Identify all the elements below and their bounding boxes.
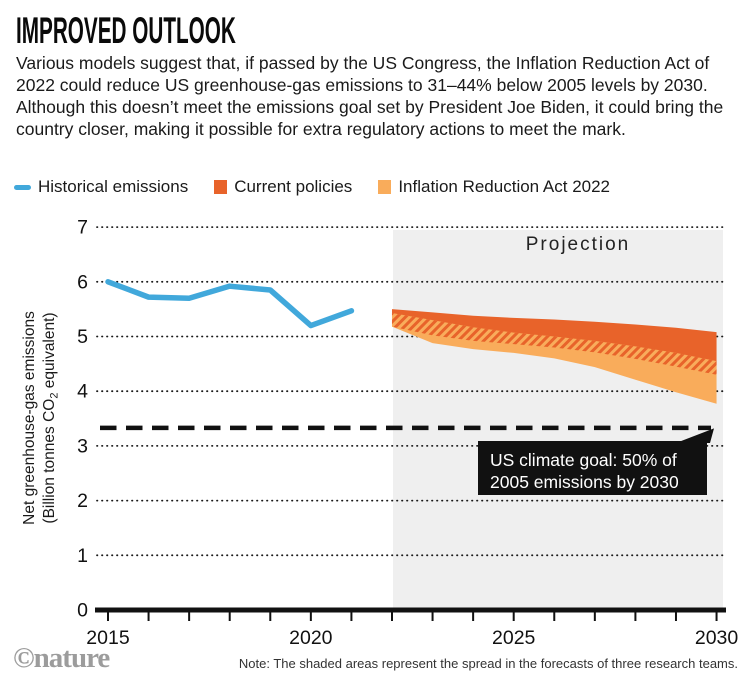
y-tick-label: 6: [77, 271, 88, 293]
legend-item-ira: Inflation Reduction Act 2022: [378, 177, 610, 197]
legend-item-historical: Historical emissions: [14, 177, 188, 197]
y-tick-label: 3: [77, 435, 88, 457]
page-title: IMPROVED OUTLOOK: [16, 10, 236, 51]
y-tick-label: 2: [77, 490, 88, 512]
y-tick-label: 5: [77, 326, 88, 348]
chart-note: Note: The shaded areas represent the spr…: [238, 656, 738, 671]
y-tick-label: 7: [77, 217, 88, 239]
x-tick-label: 2020: [289, 627, 333, 649]
x-tick-label: 2030: [695, 627, 739, 649]
historical-emissions-line: [105, 279, 355, 329]
legend-label-current-policies: Current policies: [234, 177, 353, 196]
tooltip-line1: US climate goal: 50% of: [490, 450, 677, 470]
x-tick-label: 2015: [86, 627, 130, 649]
legend: Historical emissions Current policies In…: [14, 177, 610, 197]
x-axis-ticks: [107, 612, 718, 621]
tooltip-pointer: [676, 428, 714, 443]
y-tick-label: 0: [77, 600, 88, 622]
historical-line-swatch-icon: [14, 184, 31, 190]
bands-overlap-hatch: [391, 312, 717, 375]
tooltip-box: [478, 441, 707, 495]
ira-swatch-icon: [378, 180, 392, 194]
nature-logo: ©nature: [13, 642, 110, 674]
y-tick-label: 4: [77, 381, 88, 403]
y-tick-label: 1: [77, 545, 88, 567]
y-axis-title-line1: Net greenhouse-gas emissions: [21, 311, 38, 525]
gridlines: [96, 226, 726, 557]
projection-label: Projection: [526, 234, 631, 255]
legend-item-current-policies: Current policies: [214, 177, 352, 197]
description-text: Various models suggest that, if passed b…: [16, 53, 724, 139]
current-policies-swatch-icon: [214, 180, 228, 194]
y-axis-title-line2: (Billion tonnes CO2 equivalent): [41, 312, 61, 523]
legend-label-ira: Inflation Reduction Act 2022: [398, 177, 611, 196]
x-tick-label: 2025: [492, 627, 536, 649]
tooltip-line2: 2005 emissions by 2030: [490, 472, 679, 492]
projection-region: [392, 230, 723, 608]
legend-label-historical: Historical emissions: [38, 177, 189, 196]
